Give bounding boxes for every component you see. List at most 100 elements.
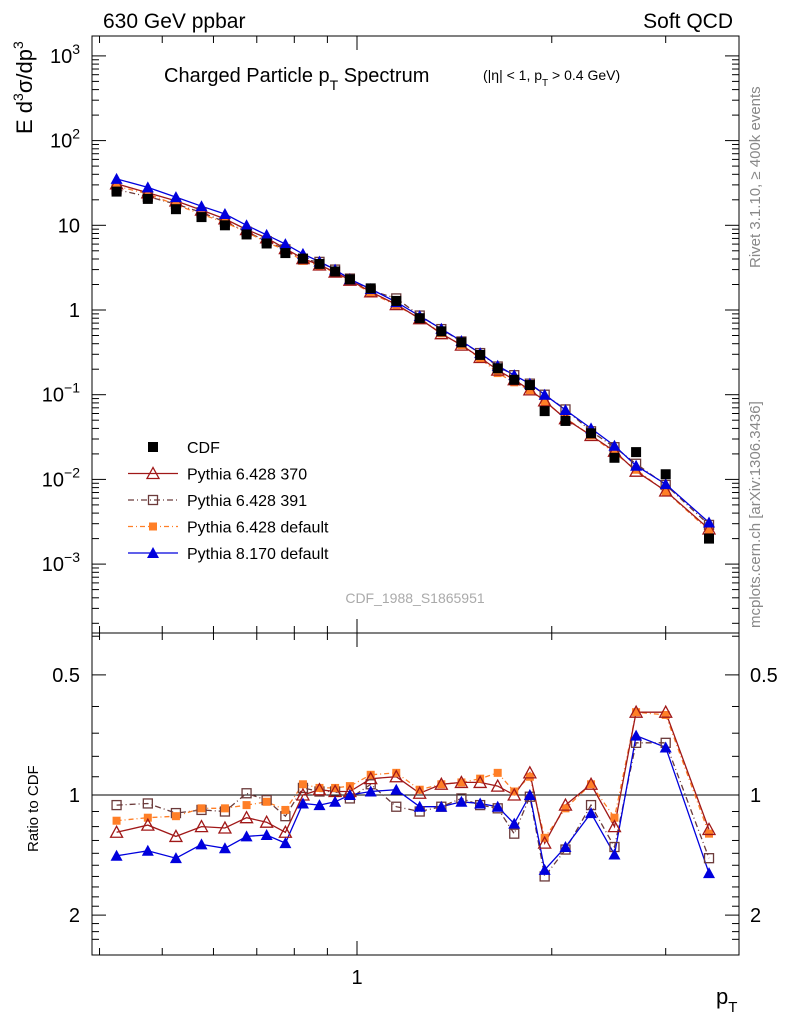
mcplots-label: mcplots.cern.ch [arXiv:1306.3436] <box>747 401 764 628</box>
point-cdf <box>524 380 535 391</box>
ratio-point-pythia-6-428-default <box>315 783 324 792</box>
ratio-point-pythia-6-428-370 <box>168 829 184 843</box>
point-pythia-8-170-default <box>169 191 182 203</box>
legend-marker-pythia-6-428-default <box>149 522 157 531</box>
y-tick-label: 10−2 <box>42 464 80 491</box>
ratio-point-pythia-6-428-370 <box>701 822 717 836</box>
ratio-point-pythia-6-428-370 <box>412 785 427 799</box>
ratio-point-pythia-8-170-default <box>474 797 487 809</box>
ratio-point-pythia-6-428-370 <box>217 820 233 834</box>
point-cdf <box>344 274 355 285</box>
point-pythia-6-428-default <box>525 386 534 395</box>
ratio-point-pythia-6-428-370 <box>507 787 522 801</box>
point-pythia-8-170-default <box>279 238 292 250</box>
ratio-point-pythia-6-428-370 <box>389 769 404 783</box>
ratio-point-pythia-6-428-370 <box>583 776 599 790</box>
point-pythia-8-170-default <box>559 403 572 415</box>
ratio-point-pythia-6-428-default <box>415 785 424 794</box>
point-pythia-6-428-default <box>112 182 121 191</box>
ratio-markers-layer <box>109 704 717 882</box>
legend-marker-cdf <box>148 442 158 452</box>
ratio-point-pythia-8-170-default <box>703 867 716 879</box>
spectrum-ticks <box>92 36 739 633</box>
ratio-point-pythia-6-428-370 <box>109 824 124 838</box>
ratio-point-pythia-6-428-default <box>610 813 619 822</box>
chart-title: Charged Particle pT Spectrum <box>164 65 429 93</box>
ratio-point-pythia-6-428-default <box>143 813 152 822</box>
point-cdf <box>414 313 425 324</box>
ratio-point-pythia-6-428-default <box>457 778 466 787</box>
point-cdf <box>456 337 467 348</box>
point-cdf <box>261 238 272 249</box>
ratio-point-pythia-6-428-370 <box>473 775 488 789</box>
ratio-point-pythia-6-428-default <box>392 768 401 777</box>
legend-label-pythia-8-170-default: Pythia 8.170 default <box>187 546 329 563</box>
point-cdf <box>196 212 207 223</box>
point-pythia-8-170-default <box>630 459 643 471</box>
point-pythia-8-170-default <box>608 439 621 451</box>
point-pythia-8-170-default <box>195 200 208 212</box>
ratio-point-pythia-6-428-default <box>281 805 290 814</box>
ratio-point-pythia-6-428-370 <box>522 765 537 779</box>
ratio-point-pythia-8-170-default <box>659 741 672 753</box>
ratio-line-pythia-6-428-391 <box>116 742 710 878</box>
ratio-point-pythia-6-428-370 <box>607 819 622 833</box>
legend-label-pythia-6-428-391: Pythia 6.428 391 <box>187 493 307 510</box>
point-cdf <box>539 406 550 417</box>
ratio-point-pythia-6-428-default <box>705 829 714 838</box>
ratio-point-pythia-6-428-370 <box>363 771 378 785</box>
ratio-point-pythia-6-428-default <box>525 772 534 781</box>
point-cdf <box>704 533 715 544</box>
legend-label-pythia-6-428-default: Pythia 6.428 default <box>187 520 329 537</box>
ratio-point-pythia-6-428-default <box>220 804 229 813</box>
point-cdf <box>297 253 308 264</box>
ratio-point-pythia-8-170-default <box>279 837 292 849</box>
ratio-point-pythia-6-428-default <box>242 801 251 810</box>
ratio-point-pythia-8-170-default <box>508 817 521 829</box>
point-cdf <box>314 258 325 269</box>
point-cdf <box>111 186 122 197</box>
ratio-point-pythia-6-428-default <box>366 770 375 779</box>
ratio-point-pythia-6-428-391 <box>142 798 153 809</box>
rivet-label: Rivet 3.1.10, ≥ 400k events <box>747 86 764 268</box>
ratio-point-pythia-8-170-default <box>585 807 598 819</box>
point-cdf <box>560 415 571 426</box>
series-line-pythia-8-170-default <box>116 178 710 523</box>
point-pythia-6-428-370 <box>658 483 673 497</box>
ratio-point-pythia-8-170-default <box>364 785 377 797</box>
point-cdf <box>631 447 642 458</box>
ratio-point-pythia-8-170-default <box>141 844 154 856</box>
ratio-point-pythia-8-170-default <box>343 789 356 800</box>
ratio-point-pythia-8-170-default <box>630 729 643 741</box>
y-tick-label: 10−1 <box>42 380 80 407</box>
header-left: 630 GeV ppbar <box>103 10 245 33</box>
point-pythia-6-428-default <box>540 397 549 406</box>
ratio-point-pythia-8-170-default <box>110 849 123 861</box>
ratio-point-pythia-8-170-default <box>523 789 536 800</box>
ratio-point-pythia-6-428-default <box>510 787 519 796</box>
ratio-point-pythia-8-170-default <box>329 795 342 807</box>
ratio-point-pythia-6-428-default <box>331 783 340 792</box>
ratio-point-pythia-8-170-default <box>559 841 572 853</box>
ratio-point-pythia-6-428-default <box>661 710 670 719</box>
ratio-point-pythia-8-170-default <box>491 800 504 812</box>
ratio-point-pythia-6-428-370 <box>434 776 449 790</box>
point-cdf <box>280 248 291 259</box>
ratio-point-pythia-8-170-default <box>240 830 253 842</box>
spectrum-frame <box>91 35 740 634</box>
ratio-point-pythia-6-428-default <box>493 768 502 777</box>
ratio-point-pythia-8-170-default <box>413 800 426 812</box>
chart-condition: (|η| < 1, pT > 0.4 GeV) <box>483 67 620 89</box>
point-cdf <box>436 326 447 337</box>
ratio-y-tick-label-left: 0.5 <box>52 665 80 687</box>
legend-marker-pythia-6-428-391 <box>147 494 159 506</box>
series-line-pythia-6-428-391 <box>116 188 710 526</box>
legend-label-pythia-6-428-370: Pythia 6.428 370 <box>187 467 307 484</box>
ratio-panel: 2 2 1 1 0.5 0.5 1 <box>52 632 778 989</box>
point-cdf <box>492 363 503 374</box>
ratio-point-pythia-6-428-370 <box>658 704 673 718</box>
spectrum-y-axis-label: E d3σ/dp3 <box>10 41 37 134</box>
point-cdf <box>586 428 597 439</box>
